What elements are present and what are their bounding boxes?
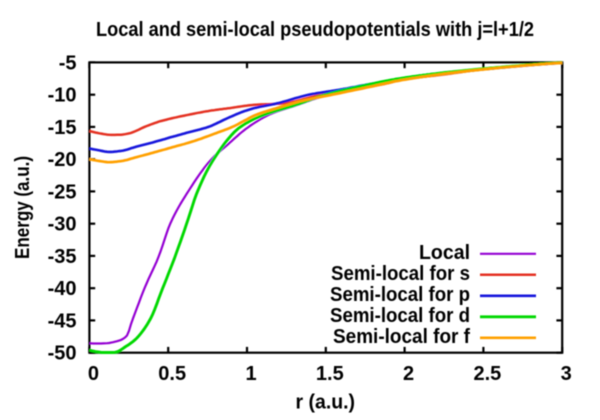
svg-text:-50: -50 bbox=[48, 343, 77, 365]
svg-text:2.5: 2.5 bbox=[473, 363, 501, 385]
svg-text:-40: -40 bbox=[48, 278, 77, 300]
svg-text:3: 3 bbox=[561, 363, 572, 385]
svg-text:-5: -5 bbox=[59, 52, 77, 74]
svg-text:Energy (a.u.): Energy (a.u.) bbox=[12, 156, 34, 259]
svg-text:-15: -15 bbox=[48, 117, 77, 139]
svg-text:Local and semi-local pseudopot: Local and semi-local pseudopotentials wi… bbox=[96, 19, 534, 41]
svg-text:-20: -20 bbox=[48, 149, 77, 171]
svg-text:2: 2 bbox=[403, 363, 414, 385]
svg-text:-25: -25 bbox=[48, 181, 77, 203]
svg-text:r (a.u.): r (a.u.) bbox=[296, 392, 356, 414]
svg-text:Semi-local for p: Semi-local for p bbox=[330, 284, 470, 306]
svg-text:1: 1 bbox=[245, 363, 256, 385]
svg-text:-10: -10 bbox=[48, 85, 77, 107]
svg-text:Semi-local for s: Semi-local for s bbox=[331, 263, 470, 285]
svg-text:1.5: 1.5 bbox=[316, 363, 344, 385]
svg-text:0.5: 0.5 bbox=[158, 363, 186, 385]
svg-text:0: 0 bbox=[88, 363, 99, 385]
svg-text:-45: -45 bbox=[48, 310, 77, 332]
svg-text:-30: -30 bbox=[48, 214, 77, 236]
svg-text:Local: Local bbox=[419, 242, 470, 264]
svg-text:Semi-local for f: Semi-local for f bbox=[333, 326, 470, 348]
svg-text:-35: -35 bbox=[48, 246, 77, 268]
svg-text:Semi-local for d: Semi-local for d bbox=[330, 305, 470, 327]
